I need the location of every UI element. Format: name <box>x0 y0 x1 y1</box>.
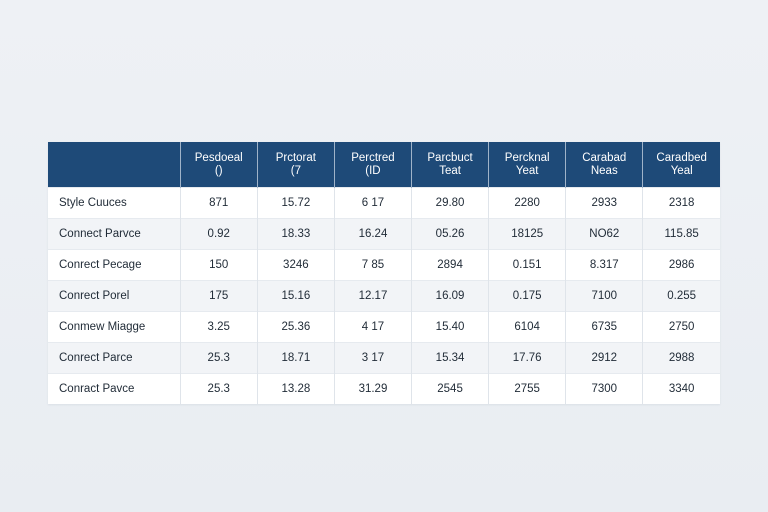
value-cell: 150 <box>179 249 258 281</box>
value-cell: 2755 <box>488 373 566 404</box>
column-header-3: Perctred (ID <box>333 142 412 188</box>
value-cell: 0.255 <box>642 280 720 312</box>
table-row: Conract Pavce 25.3 13.28 31.29 2545 2755 7300 3… <box>48 373 720 404</box>
column-header-7: Caradbed Yeal <box>642 142 720 188</box>
row-label-cell: Connect Parvce <box>48 218 181 250</box>
column-header-6: Carabad Neas <box>565 142 643 188</box>
column-header-line1: Prctorat <box>275 151 316 164</box>
column-header-line1: Percknal <box>504 151 550 164</box>
value-cell: 16.24 <box>333 218 412 250</box>
value-cell: NO62 <box>565 218 643 250</box>
value-cell: 4 17 <box>333 311 412 343</box>
value-cell: 18125 <box>488 218 566 250</box>
table-row: Conrect Pecage 150 3246 7 85 2894 0.151 8.317 2… <box>48 249 720 281</box>
value-cell: 05.26 <box>411 218 489 250</box>
column-header-line1: Pesdoeal <box>194 151 243 164</box>
value-cell: 17.76 <box>488 342 566 374</box>
value-cell: 6735 <box>565 311 643 343</box>
column-header-0 <box>48 142 181 188</box>
value-cell: 7300 <box>565 373 643 404</box>
row-label-cell: Conrect Pecage <box>48 249 181 281</box>
value-cell: 15.34 <box>411 342 489 374</box>
column-header-2: Prctorat (7 <box>256 142 335 188</box>
table-row: Conrect Parce 25.3 18.71 3 17 15.34 17.76 2912… <box>48 342 720 374</box>
value-cell: 2986 <box>642 249 720 281</box>
value-cell: 18.33 <box>256 218 335 250</box>
value-cell: 25.3 <box>179 373 258 404</box>
value-cell: 2894 <box>411 249 489 281</box>
header-row: Pesdoeal() Prctorat (7 Perctred (ID Parcbuct T… <box>48 142 720 188</box>
value-cell: 2750 <box>642 311 720 343</box>
value-cell: 15.72 <box>256 187 335 219</box>
value-cell: 15.16 <box>256 280 335 312</box>
value-cell: 13.28 <box>256 373 335 404</box>
value-cell: 6104 <box>488 311 566 343</box>
value-cell: 175 <box>179 280 258 312</box>
table-header: Pesdoeal() Prctorat (7 Perctred (ID Parcbuct T… <box>48 142 720 188</box>
column-header-line1: Carabad <box>582 151 627 164</box>
value-cell: 2280 <box>488 187 566 219</box>
row-label-cell: Conract Pavce <box>48 373 181 404</box>
value-cell: 0.92 <box>179 218 258 250</box>
value-cell: 115.85 <box>642 218 720 250</box>
column-header-4: Parcbuct Teat <box>411 142 489 188</box>
value-cell: 18.71 <box>256 342 335 374</box>
column-header-line2: Yeat <box>515 164 539 177</box>
value-cell: 2545 <box>411 373 489 404</box>
column-header-1: Pesdoeal() <box>179 142 258 188</box>
row-label-cell: Conmew Miagge <box>48 311 181 343</box>
value-cell: 16.09 <box>411 280 489 312</box>
column-header-5: Percknal Yeat <box>488 142 566 188</box>
column-header-line2: (ID <box>365 164 381 177</box>
value-cell: 3.25 <box>179 311 258 343</box>
table-row: Style Cuuces 871 15.72 6 17 29.80 2280 2933 231… <box>48 187 720 219</box>
value-cell: 0.175 <box>488 280 566 312</box>
value-cell: 31.29 <box>333 373 412 404</box>
table-row: Connect Parvce 0.92 18.33 16.24 05.26 18125 NO… <box>48 218 720 250</box>
column-header-line2: () <box>214 164 223 177</box>
value-cell: 871 <box>179 187 258 219</box>
data-table-container: Pesdoeal() Prctorat (7 Perctred (ID Parcbuct T… <box>48 142 720 404</box>
value-cell: 2988 <box>642 342 720 374</box>
value-cell: 2318 <box>642 187 720 219</box>
value-cell: 15.40 <box>411 311 489 343</box>
value-cell: 2933 <box>565 187 643 219</box>
column-header-line2: Neas <box>590 164 618 177</box>
value-cell: 6 17 <box>333 187 412 219</box>
column-header-line2: Yeal <box>670 164 693 177</box>
value-cell: 3340 <box>642 373 720 404</box>
value-cell: 3 17 <box>333 342 412 374</box>
table-body: Style Cuuces 871 15.72 6 17 29.80 2280 2933 231… <box>48 187 720 404</box>
value-cell: 29.80 <box>411 187 489 219</box>
value-cell: 25.3 <box>179 342 258 374</box>
data-table: Pesdoeal() Prctorat (7 Perctred (ID Parcbuct T… <box>48 142 720 404</box>
value-cell: 2912 <box>565 342 643 374</box>
value-cell: 25.36 <box>256 311 335 343</box>
value-cell: 0.151 <box>488 249 566 281</box>
value-cell: 8.317 <box>565 249 643 281</box>
column-header-line1: Perctred <box>351 151 395 164</box>
value-cell: 7100 <box>565 280 643 312</box>
row-label-cell: Style Cuuces <box>48 187 181 219</box>
row-label-cell: Conrect Parce <box>48 342 181 374</box>
column-header-line1: Parcbuct <box>427 151 473 164</box>
value-cell: 7 85 <box>333 249 412 281</box>
value-cell: 12.17 <box>333 280 412 312</box>
column-header-line1: Caradbed <box>656 151 707 164</box>
column-header-line2: (7 <box>290 164 301 177</box>
row-label-cell: Conrect Porel <box>48 280 181 312</box>
table-row: Conmew Miagge 3.25 25.36 4 17 15.40 6104 6735 2… <box>48 311 720 343</box>
table-row: Conrect Porel 175 15.16 12.17 16.09 0.175 7100… <box>48 280 720 312</box>
column-header-line2: Teat <box>439 164 461 177</box>
value-cell: 3246 <box>256 249 335 281</box>
